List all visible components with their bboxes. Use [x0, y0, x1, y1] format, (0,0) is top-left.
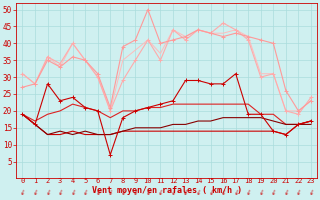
Text: ↓: ↓: [107, 190, 114, 197]
Text: ↓: ↓: [257, 190, 265, 197]
Text: ↓: ↓: [207, 190, 214, 197]
Text: ↓: ↓: [295, 190, 302, 197]
Text: ↓: ↓: [69, 190, 76, 197]
Text: ↓: ↓: [44, 190, 51, 197]
Text: ↓: ↓: [19, 190, 26, 197]
Text: ↓: ↓: [157, 190, 164, 197]
Text: ↓: ↓: [269, 190, 277, 197]
Text: ↓: ↓: [220, 190, 227, 197]
Text: ↓: ↓: [194, 190, 202, 197]
Text: ↓: ↓: [94, 190, 101, 197]
Text: ↓: ↓: [307, 190, 315, 197]
Text: ↓: ↓: [282, 190, 290, 197]
Text: ↓: ↓: [81, 190, 89, 197]
Text: ↓: ↓: [132, 190, 139, 197]
Text: ↓: ↓: [232, 190, 239, 197]
Text: ↓: ↓: [144, 190, 152, 197]
Text: ↓: ↓: [56, 190, 64, 197]
Text: ↓: ↓: [182, 190, 189, 197]
Text: ↓: ↓: [244, 190, 252, 197]
Text: ↓: ↓: [31, 190, 39, 197]
X-axis label: Vent moyen/en rafales ( km/h ): Vent moyen/en rafales ( km/h ): [92, 186, 242, 195]
Text: ↓: ↓: [169, 190, 177, 197]
Text: ↓: ↓: [119, 190, 127, 197]
